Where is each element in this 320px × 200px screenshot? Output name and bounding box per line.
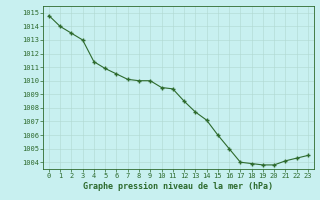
X-axis label: Graphe pression niveau de la mer (hPa): Graphe pression niveau de la mer (hPa) — [84, 182, 273, 191]
